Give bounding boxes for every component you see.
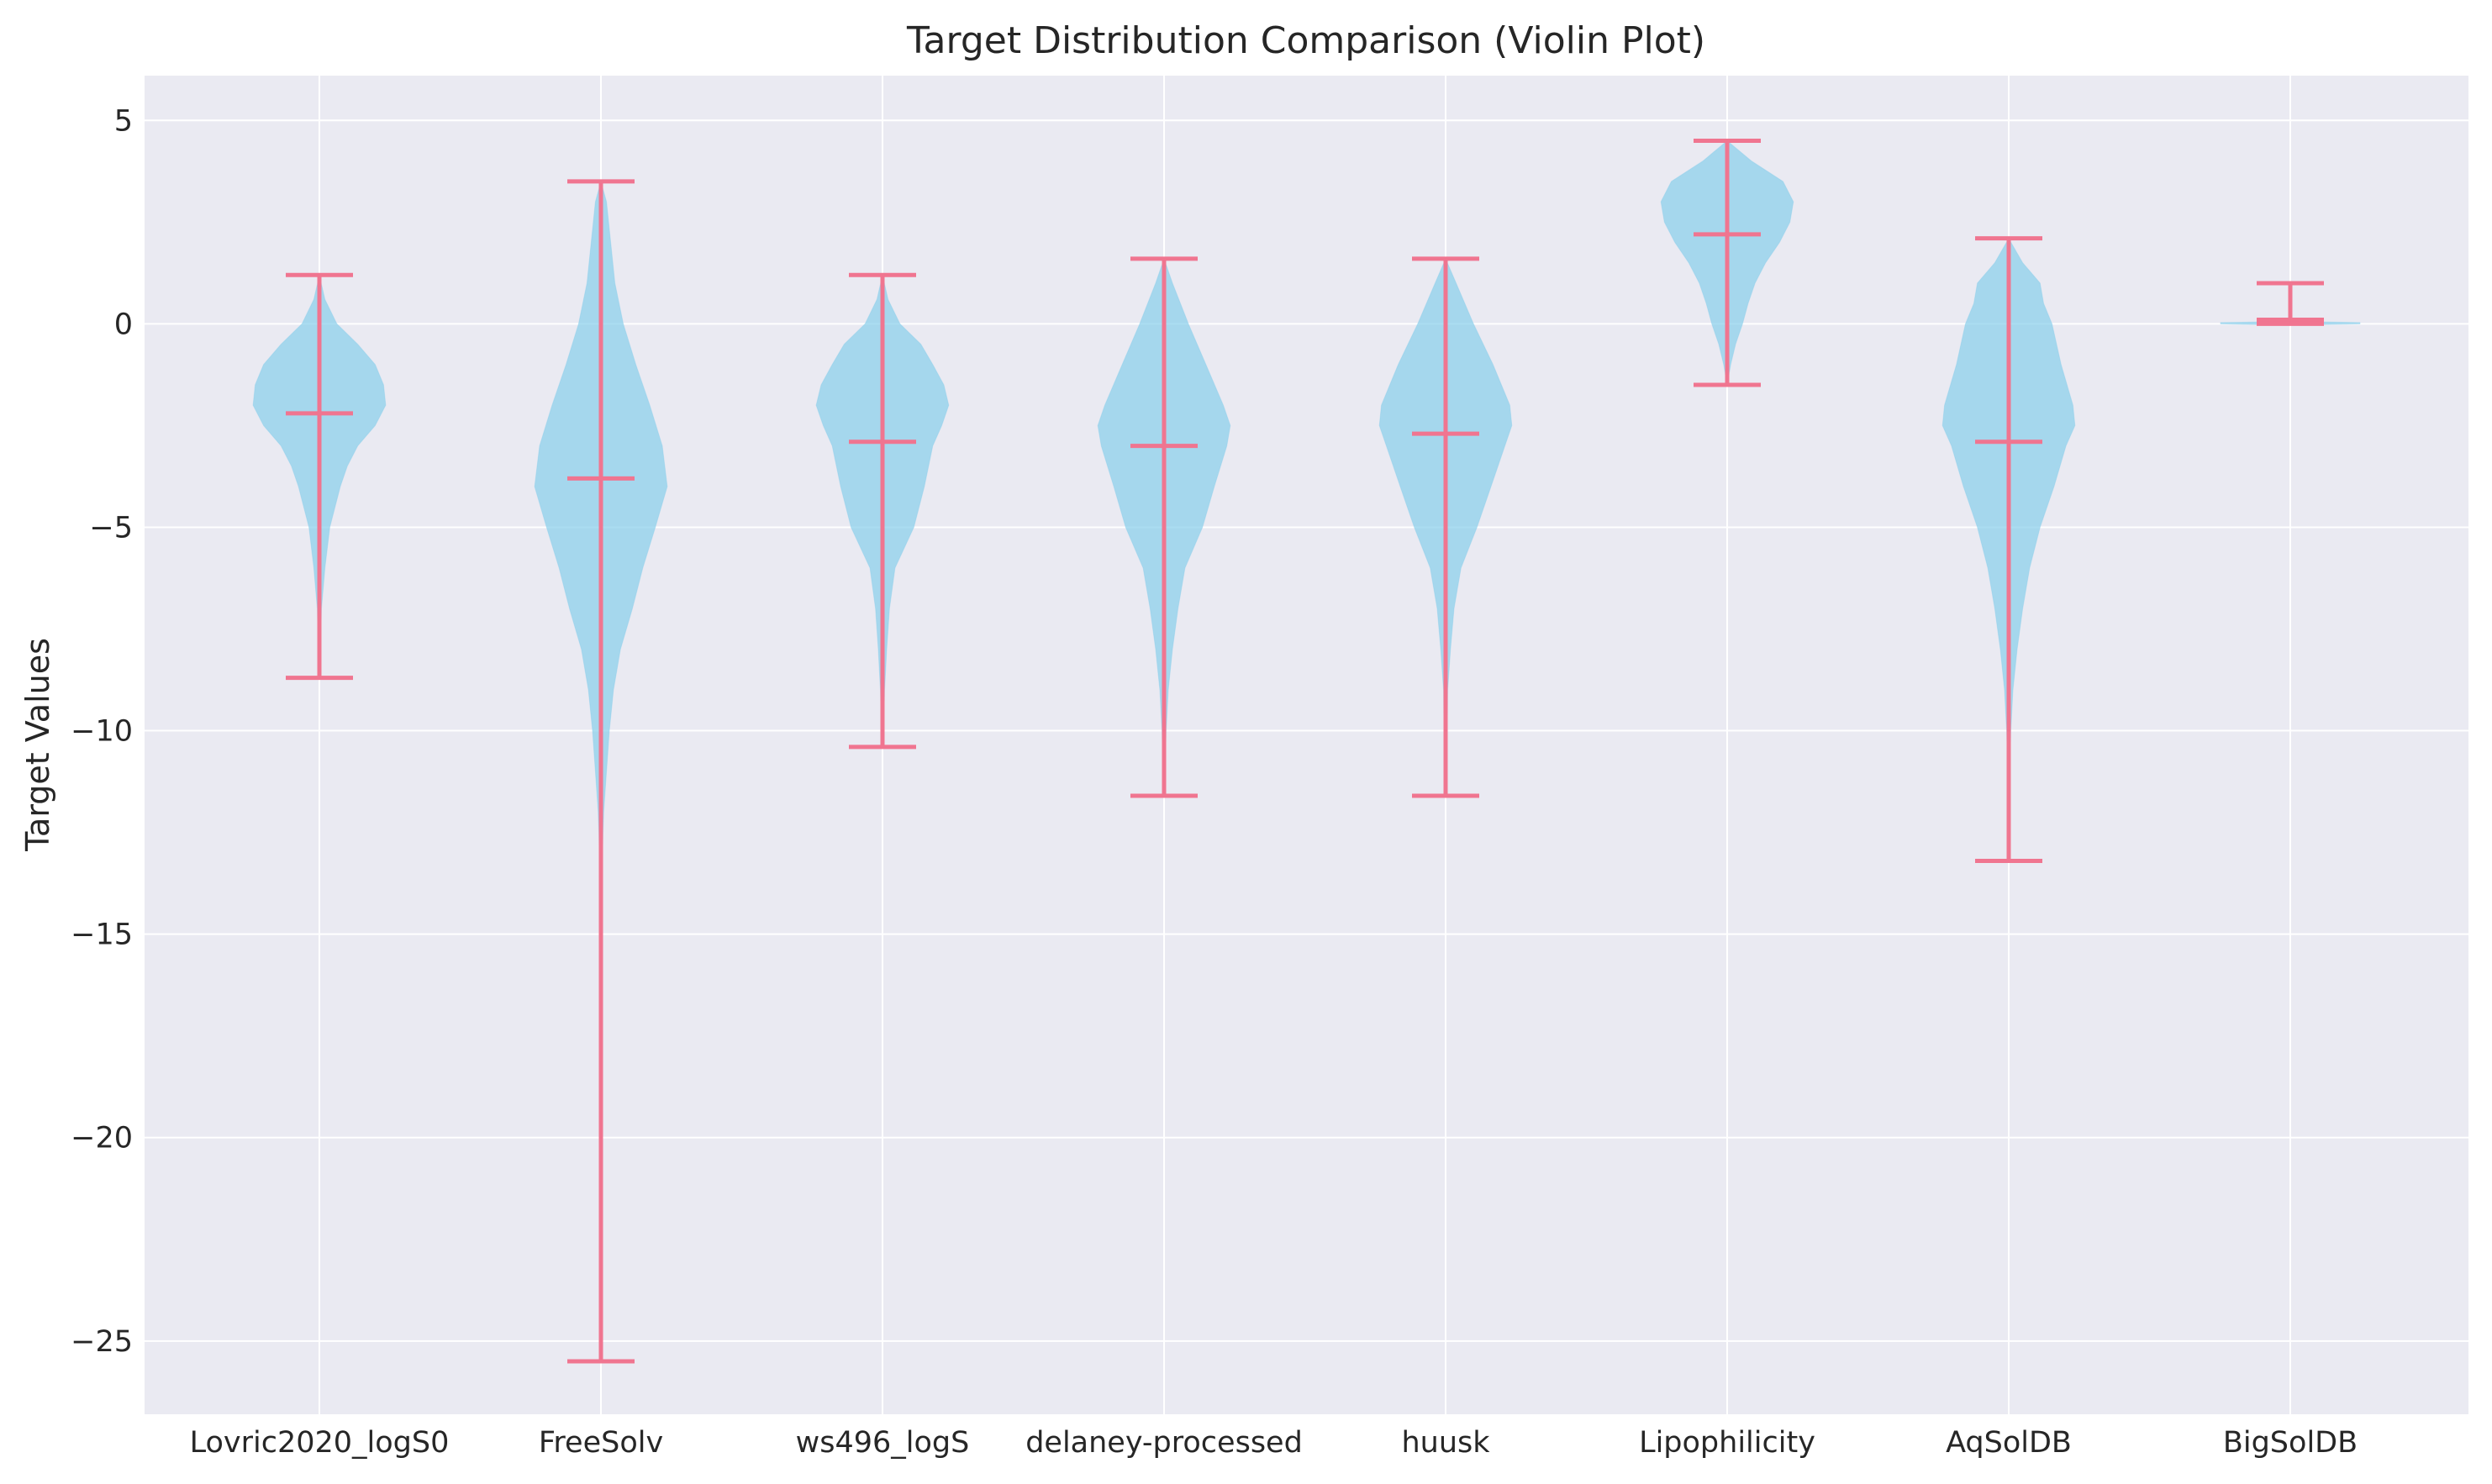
y-tick-label: 5 xyxy=(114,104,133,138)
x-tick-labels: Lovric2020_logS0 FreeSolv ws496_logS delane… xyxy=(190,1426,2358,1460)
x-tick-label: delaney-processed xyxy=(1025,1426,1303,1460)
plot-background xyxy=(145,76,2468,1414)
x-tick-label: Lovric2020_logS0 xyxy=(190,1426,450,1460)
y-tick-label: −20 xyxy=(71,1122,133,1155)
x-tick-label: ws496_logS xyxy=(796,1426,970,1460)
y-tick-label: −25 xyxy=(71,1325,133,1359)
x-tick-label: BigSolDB xyxy=(2223,1426,2358,1460)
y-tick-label: −15 xyxy=(71,918,133,952)
x-tick-label: huusk xyxy=(1401,1426,1490,1460)
y-tick-label: −10 xyxy=(71,715,133,749)
x-tick-label: AqSolDB xyxy=(1946,1426,2072,1460)
y-tick-label: −5 xyxy=(89,511,133,545)
x-tick-label: Lipophilicity xyxy=(1639,1426,1815,1460)
y-tick-labels: 5 0 −5 −10 −15 −20 −25 xyxy=(71,104,133,1359)
x-tick-label: FreeSolv xyxy=(539,1426,663,1460)
y-axis-label: Target Values xyxy=(19,638,56,852)
y-tick-label: 0 xyxy=(114,308,133,341)
chart-title: Target Distribution Comparison (Violin P… xyxy=(906,19,1705,62)
stat-lines xyxy=(286,138,2324,1364)
